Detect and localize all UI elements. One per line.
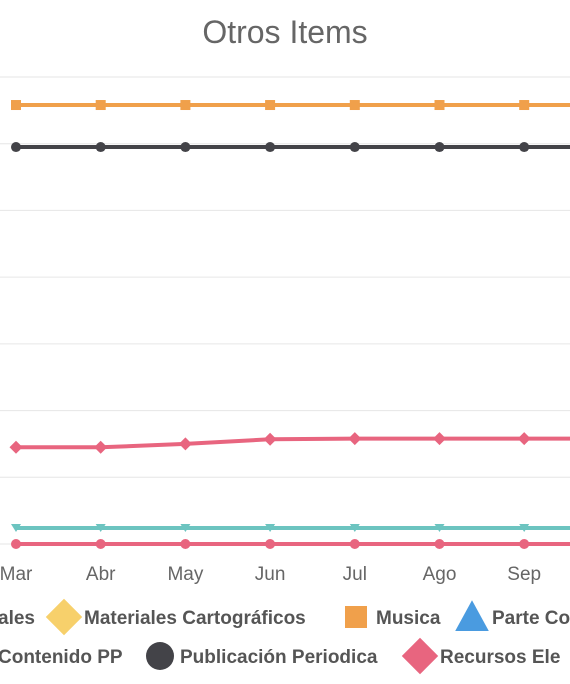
legend-symbol [455,600,489,631]
data-point [180,100,191,111]
x-tick-label: May [167,564,203,585]
data-point [265,539,276,549]
data-point [434,100,445,111]
data-point [519,142,530,153]
data-point [434,142,445,153]
data-point [95,142,106,153]
legend-label: Parte Co [492,608,570,629]
legend-symbol [146,642,174,670]
data-point [178,437,192,451]
data-point [433,432,446,446]
legend-label: Musica [376,608,441,629]
data-point [349,539,360,549]
data-point [434,539,445,549]
legend-label: Contenido PP [0,647,123,668]
legend-label: Materiales Cartográficos [84,608,306,629]
legend-symbol [401,637,439,675]
legend-symbol [45,598,83,636]
data-point [265,523,276,532]
data-point [349,523,360,532]
x-tick-label: Abr [86,564,116,585]
data-point [263,432,277,446]
chart-title: Otros Items [202,14,368,50]
legend-label: Publicación Periodica [180,647,378,668]
data-point [519,100,530,111]
x-tick-label: Mar [0,564,33,585]
x-tick-label: Jul [343,564,367,585]
data-point [349,100,360,111]
data-point [11,100,21,111]
data-point [349,142,360,153]
data-point [519,523,530,532]
data-point [95,523,106,532]
data-point [9,440,23,454]
series-line-2 [16,436,570,450]
data-point [519,539,530,549]
data-point [348,432,362,446]
data-point [265,142,276,153]
data-point [11,539,21,549]
data-point [95,100,106,111]
x-tick-label: Ago [423,564,457,585]
data-point [11,142,21,153]
legend-symbol [345,606,367,628]
data-point [265,100,276,111]
data-point [11,523,21,532]
data-point [517,432,531,446]
x-tick-label: Sep [507,564,541,585]
data-point [94,440,108,454]
legend-label: Recursos Ele [440,647,560,668]
legend-label: ales [0,608,35,629]
x-tick-label: Jun [255,564,286,585]
data-point [180,142,191,153]
data-point [180,539,191,549]
data-point [180,523,191,532]
data-point [434,523,445,532]
data-point [95,539,106,549]
